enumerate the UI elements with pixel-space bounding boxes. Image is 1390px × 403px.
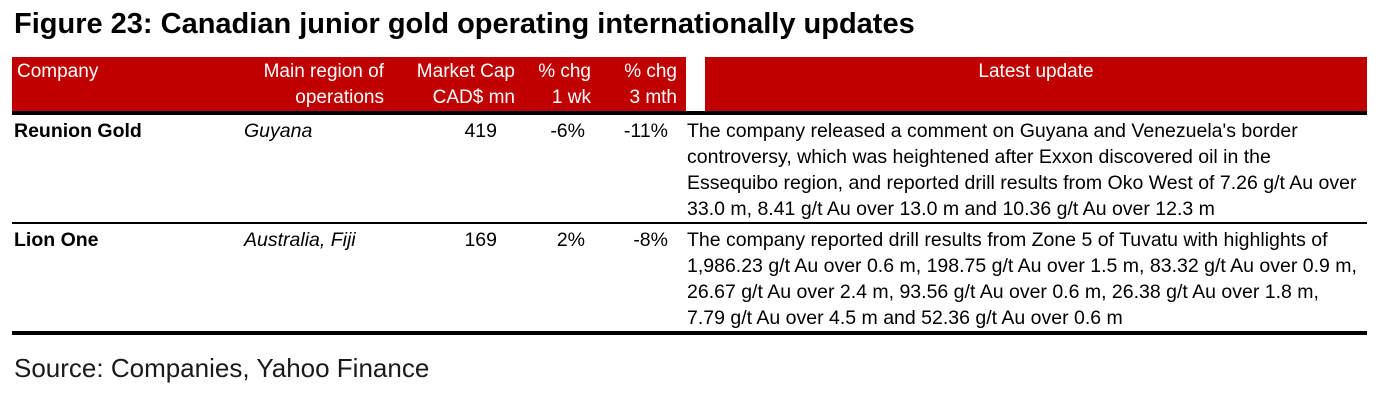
main-region: Australia, Fiji [244,229,356,251]
company-name: Lion One [14,229,99,251]
updates-table: Company Main region of operations Market… [12,57,1367,335]
chg-3mth-value: -8% [633,229,668,251]
col-header-region-line1: Main region of [263,61,384,82]
col-header-chg-1wk-line2: 1 wk [551,87,591,108]
col-header-chg-3mth-line1: % chg [624,61,677,82]
chg-3mth-value: -11% [623,120,668,142]
company-name: Reunion Gold [14,120,142,142]
source-note: Source: Companies, Yahoo Finance [14,353,430,383]
col-header-latest-update: Latest update [686,57,1367,111]
chg-1wk-value: 2% [556,229,585,251]
col-header-company: Company [17,61,99,82]
col-header-chg-3mth-line2: 3 mth [629,87,677,108]
col-header-chg-1wk: % chg 1 wk [517,57,593,111]
figure-title: Figure 23: Canadian junior gold operatin… [14,8,915,40]
col-header-chg-1wk-line1: % chg [538,61,591,82]
market-cap-value: 419 [464,120,497,142]
col-header-market-cap: Market Cap CAD$ mn [390,57,517,111]
col-header-region-line2: operations [295,87,384,108]
table-header-row: Company Main region of operations Market… [12,57,1367,115]
col-header-latest-update-label: Latest update [705,57,1367,111]
table-row: Lion One Australia, Fiji 169 2% -8% The … [12,224,1367,335]
latest-update-text: The company reported drill results from … [687,229,1357,329]
latest-update-text: The company released a comment on Guyana… [687,120,1357,220]
chg-1wk-value: -6% [550,120,585,142]
main-region: Guyana [244,120,313,142]
table-row: Reunion Gold Guyana 419 -6% -11% The com… [12,115,1367,224]
col-header-market-cap-line1: Market Cap [416,61,515,82]
market-cap-value: 169 [464,229,497,251]
col-header-region: Main region of operations [242,57,390,111]
col-header-market-cap-line2: CAD$ mn [432,87,515,108]
col-header-chg-3mth: % chg 3 mth [593,57,686,111]
